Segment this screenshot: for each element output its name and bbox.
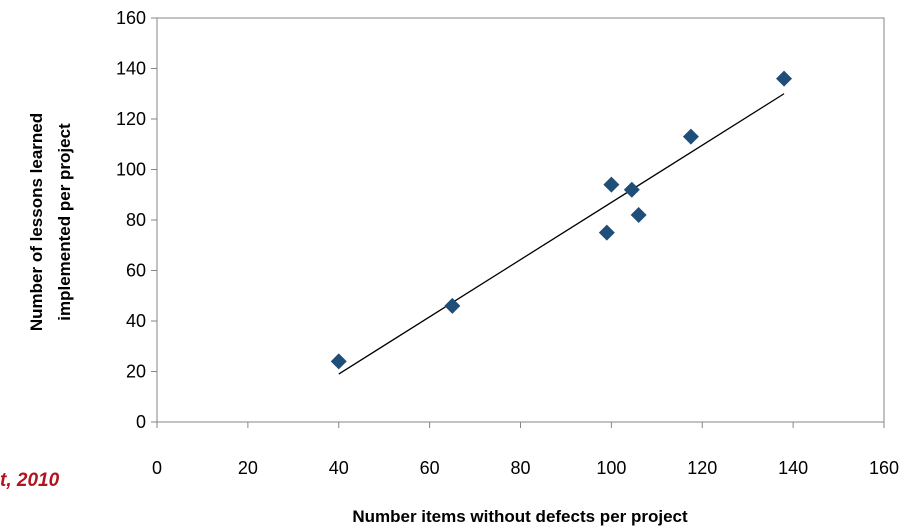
y-tick-label: 0	[136, 412, 146, 432]
data-point	[444, 297, 461, 314]
x-tick-label: 60	[420, 458, 440, 478]
y-tick-label: 40	[126, 311, 146, 331]
y-axis-title-line-1: Number of lessons learned	[27, 113, 46, 331]
data-point	[682, 128, 699, 145]
y-tick-label: 140	[116, 59, 146, 79]
x-tick-label: 160	[869, 458, 899, 478]
y-tick-label: 20	[126, 362, 146, 382]
data-point	[630, 206, 647, 223]
x-tick-label: 40	[329, 458, 349, 478]
data-point	[623, 181, 640, 198]
data-point	[603, 176, 620, 193]
y-tick-label: 60	[126, 261, 146, 281]
data-point	[598, 224, 615, 241]
x-tick-label: 20	[238, 458, 258, 478]
plot-area-border	[156, 17, 885, 423]
x-tick-label: 120	[687, 458, 717, 478]
x-tick-label: 140	[778, 458, 808, 478]
data-point	[330, 353, 347, 370]
x-tick-label: 100	[596, 458, 626, 478]
y-axis-title-line-2: implemented per project	[55, 123, 74, 321]
y-tick-label: 80	[126, 210, 146, 230]
y-tick-label: 120	[116, 109, 146, 129]
y-tick-label: 160	[116, 8, 146, 28]
source-note: t, 2010	[0, 470, 60, 491]
x-tick-label: 0	[152, 458, 162, 478]
y-tick-label: 100	[116, 160, 146, 180]
x-tick-label: 80	[510, 458, 530, 478]
data-point	[776, 70, 793, 87]
x-axis-title: Number items without defects per project	[352, 507, 688, 526]
trend-line	[338, 93, 785, 375]
